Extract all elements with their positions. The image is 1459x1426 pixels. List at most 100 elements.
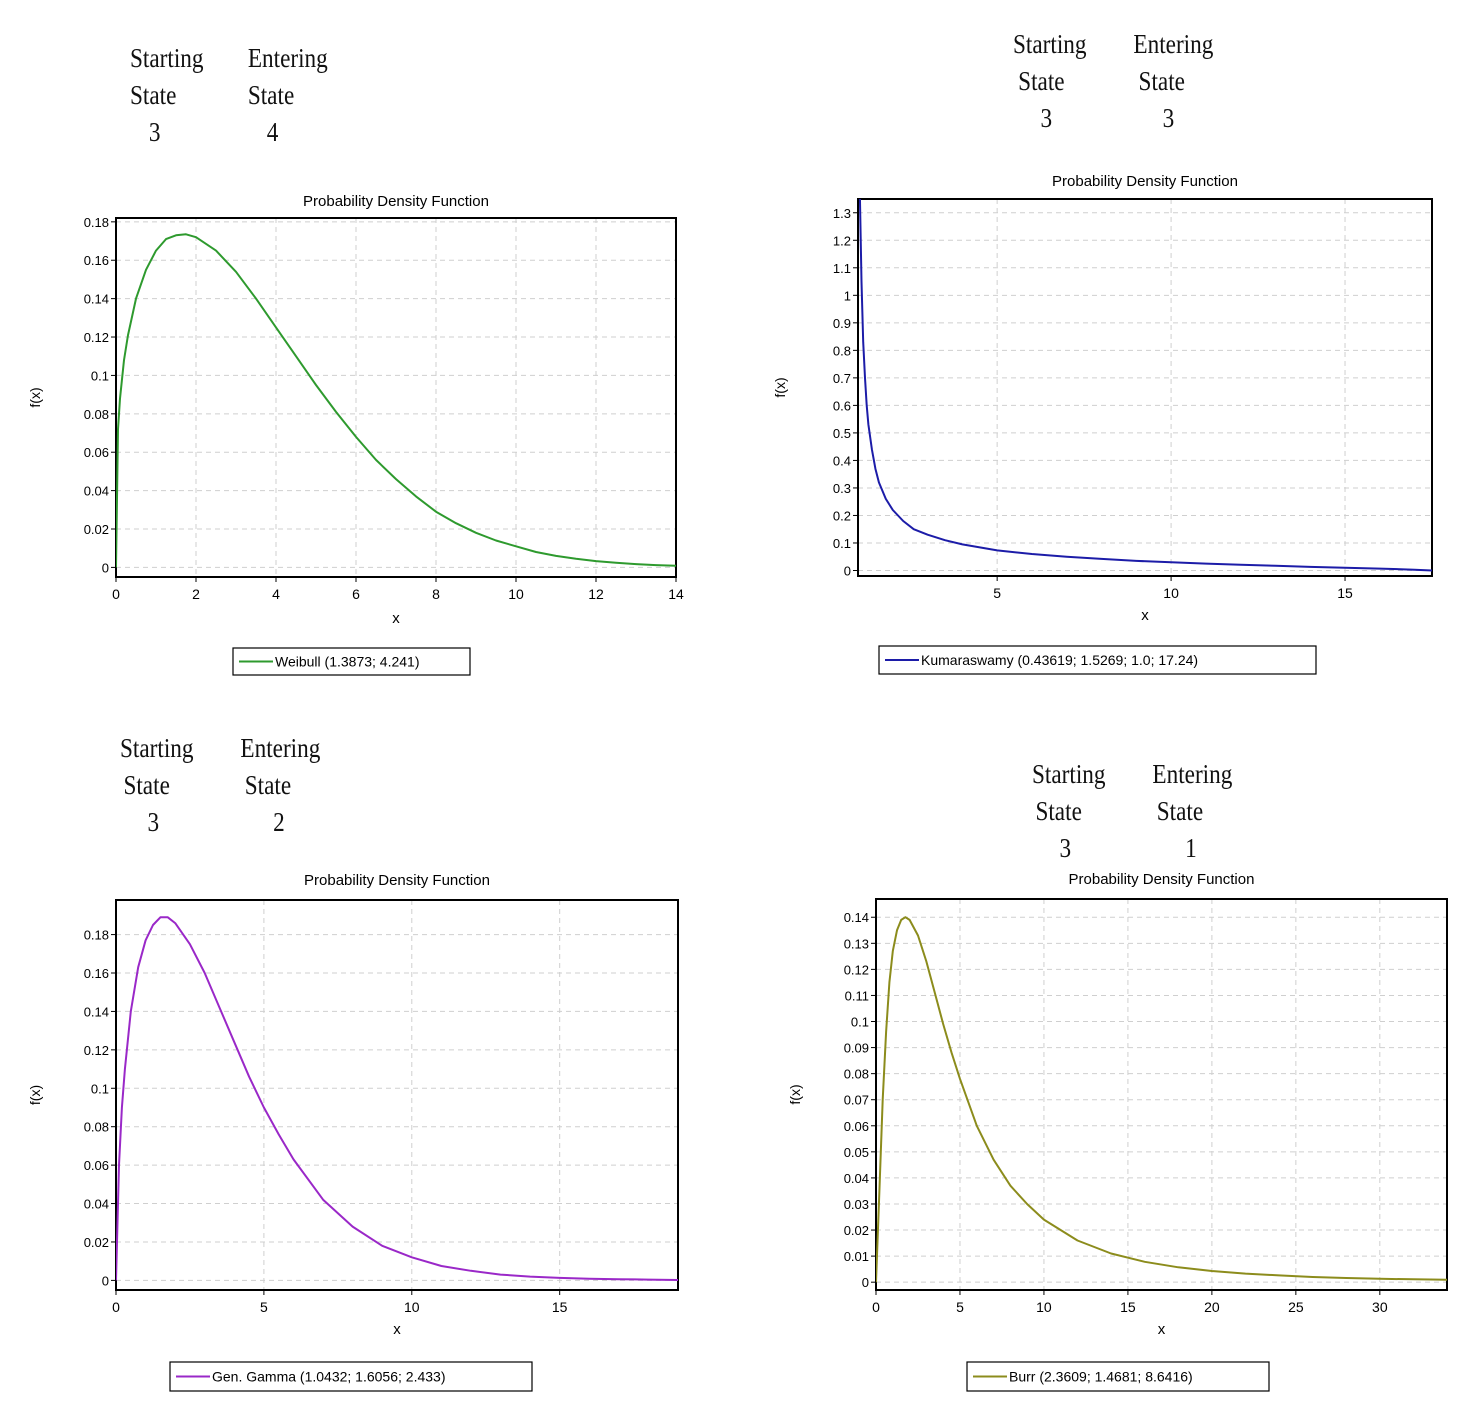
y-tick-label: 0.2 — [833, 508, 851, 523]
starting-label-line-1: Starting — [1032, 759, 1106, 789]
y-tick-label: 0.18 — [84, 215, 109, 230]
y-tick-label: 0.09 — [844, 1041, 869, 1056]
starting-label-line-2: State — [1035, 796, 1082, 826]
legend-entry: Kumaraswamy (0.43619; 1.5269; 1.0; 17.24… — [921, 652, 1198, 668]
y-tick-label: 0.04 — [84, 484, 109, 499]
entering-state-column: Entering State 3 — [1133, 26, 1213, 137]
x-tick-label: 10 — [1163, 585, 1179, 601]
y-tick-label: 0.08 — [84, 407, 109, 422]
y-tick-label: 1.1 — [833, 261, 851, 276]
x-tick-label: 8 — [432, 586, 440, 602]
x-tick-label: 15 — [552, 1299, 568, 1315]
series-line-1 — [116, 916, 678, 1281]
y-tick-label: 0.12 — [84, 1043, 109, 1058]
y-tick-label: 0.01 — [844, 1249, 869, 1264]
y-tick-label: 0.1 — [91, 368, 109, 383]
starting-state-column: Starting State 3 — [1032, 756, 1106, 867]
y-tick-label: 0.12 — [844, 962, 869, 977]
x-tick-label: 5 — [993, 585, 1001, 601]
legend-box — [169, 1361, 533, 1392]
y-tick-label: 0.06 — [84, 1158, 109, 1173]
y-tick-label: 1.2 — [833, 233, 851, 248]
y-tick-label: 0.12 — [84, 330, 109, 345]
x-tick-label: 14 — [668, 586, 684, 602]
entering-label-line-2: State — [1138, 66, 1185, 96]
chart-panel-2: Probability Density Function 5 10 15 0 0.1 0.2… — [772, 173, 1433, 675]
entering-label-line-1: Entering — [1133, 29, 1214, 59]
starting-state-value: 3 — [1059, 833, 1072, 863]
entering-state-column: Entering State 2 — [240, 730, 320, 841]
entering-label-line-1: Entering — [240, 733, 321, 763]
y-tick-label: 0.1 — [851, 1015, 869, 1030]
starting-label-line-1: Starting — [120, 733, 194, 763]
y-tick-label: 0.04 — [84, 1197, 109, 1212]
y-tick-label: 0.1 — [833, 536, 851, 551]
chart-title: Probability Density Function — [303, 193, 489, 210]
y-tick-label: 0.6 — [833, 398, 851, 413]
y-tick-label: 0.04 — [844, 1171, 869, 1186]
x-tick-label: 4 — [272, 586, 280, 602]
y-tick-label: 0.14 — [84, 1004, 109, 1019]
entering-label-line-2: State — [247, 80, 295, 110]
y-tick-label: 0.02 — [844, 1223, 869, 1238]
x-tick-label: 30 — [1372, 1299, 1388, 1315]
x-tick-label: 0 — [112, 586, 120, 602]
starting-state-column: Starting State 3 — [1013, 26, 1087, 137]
chart-panel-3: Probability Density Function 0 5 10 15 0 0.02 0… — [27, 872, 679, 1392]
y-tick-label: 0 — [862, 1275, 869, 1290]
x-tick-label: 0 — [872, 1299, 880, 1315]
entering-label-line-1: Entering — [1152, 759, 1233, 789]
x-tick-label: 10 — [508, 586, 524, 602]
chart-panel-1: Probability Density Function 0 2 4 6 8 10 12 14 0… — [27, 193, 684, 676]
starting-label-line-2: State — [123, 770, 170, 800]
x-tick-label: 15 — [1120, 1299, 1136, 1315]
entering-state-value: 2 — [273, 807, 285, 837]
legend-entry: Burr (2.3609; 1.4681; 8.6416) — [1009, 1369, 1193, 1385]
y-axis-label: f(x) — [27, 387, 43, 407]
entering-state-column: Entering State 4 — [248, 40, 328, 151]
legend-entry: Weibull (1.3873; 4.241) — [275, 654, 420, 670]
chart-title: Probability Density Function — [1052, 173, 1238, 190]
y-axis-label: f(x) — [772, 377, 788, 397]
y-tick-label: 0.9 — [833, 316, 851, 331]
entering-state-column: Entering State 1 — [1152, 756, 1232, 867]
y-tick-label: 0.07 — [844, 1093, 869, 1108]
x-tick-label: 10 — [404, 1299, 420, 1315]
series-line-1 — [858, 199, 1432, 572]
y-axis-label: f(x) — [787, 1084, 803, 1104]
y-tick-label: 0 — [102, 560, 109, 575]
y-tick-label: 0.16 — [84, 253, 109, 268]
x-axis-label: x — [393, 1321, 401, 1338]
x-tick-label: 20 — [1204, 1299, 1220, 1315]
y-tick-label: 1.3 — [833, 206, 851, 221]
starting-label-line-2: State — [130, 80, 177, 110]
entering-state-value: 3 — [1162, 103, 1175, 133]
x-tick-label: 12 — [588, 586, 604, 602]
entering-label-line-2: State — [1156, 796, 1204, 826]
x-tick-label: 6 — [352, 586, 360, 602]
plot-frame — [115, 899, 679, 1291]
y-tick-label: 0.08 — [84, 1120, 109, 1135]
x-axis-label: x — [392, 610, 400, 627]
x-tick-label: 0 — [112, 1299, 120, 1315]
starting-state-value: 3 — [1040, 103, 1053, 133]
x-tick-label: 5 — [260, 1299, 268, 1315]
y-tick-label: 0.11 — [845, 988, 869, 1003]
x-axis-label: x — [1158, 1321, 1166, 1338]
starting-state-value: 3 — [147, 807, 160, 837]
chart-title: Probability Density Function — [1069, 871, 1255, 888]
y-tick-label: 0.5 — [833, 426, 851, 441]
y-axis-label: f(x) — [27, 1085, 43, 1105]
entering-label-line-1: Entering — [247, 43, 328, 73]
chart-panel-4: Probability Density Function 0 5 10 15 20 25 30… — [787, 871, 1448, 1392]
y-tick-label: 0.18 — [84, 928, 109, 943]
legend-box — [878, 645, 1317, 675]
entering-state-value: 1 — [1185, 833, 1197, 863]
x-tick-label: 10 — [1036, 1299, 1052, 1315]
y-tick-label: 0.08 — [844, 1067, 869, 1082]
starting-state-column: Starting State 3 — [120, 730, 194, 841]
y-tick-label: 0.02 — [84, 1235, 109, 1250]
chart-title: Probability Density Function — [304, 872, 490, 889]
plot-frame — [875, 898, 1448, 1291]
